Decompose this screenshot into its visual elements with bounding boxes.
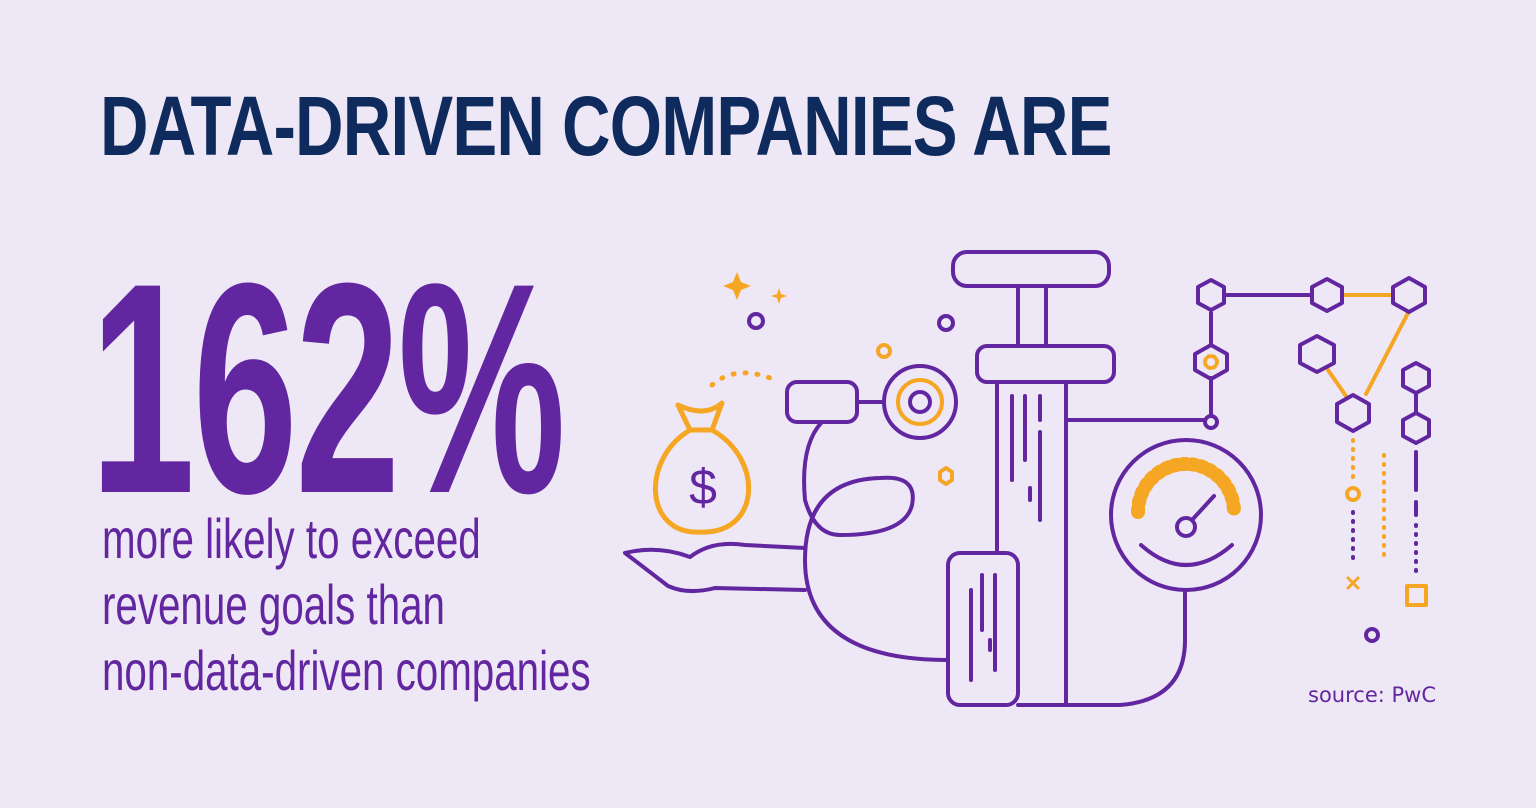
target-icon <box>882 364 958 440</box>
description-line-2: revenue goals than <box>102 573 445 636</box>
pipe-joint <box>1203 414 1219 430</box>
dotted-arc <box>709 370 773 388</box>
stat-value: 162% <box>90 220 566 556</box>
sparkle-icon <box>723 272 787 304</box>
headline: DATA-DRIVEN COMPANIES ARE <box>100 79 1112 173</box>
hexagon-network-icon <box>1193 276 1431 607</box>
stat-description: more likely to exceed revenue goals than… <box>102 506 591 704</box>
source-note: source: PwC <box>1308 683 1436 707</box>
money-bag-icon: $ <box>653 400 752 535</box>
open-hand-icon <box>623 541 807 593</box>
gauge-icon <box>1109 438 1263 592</box>
description-line-3: non-data-driven companies <box>102 639 591 702</box>
connector-box <box>785 380 859 424</box>
dollar-sign: $ <box>689 459 717 515</box>
pipe-loop <box>802 420 950 662</box>
decor-hexagon-icon <box>938 466 954 486</box>
description-line-1: more likely to exceed <box>102 507 481 570</box>
pump-machine-icon <box>946 250 1207 707</box>
decor-circle-icon <box>876 343 892 359</box>
decor-circle-icon <box>747 312 1380 643</box>
